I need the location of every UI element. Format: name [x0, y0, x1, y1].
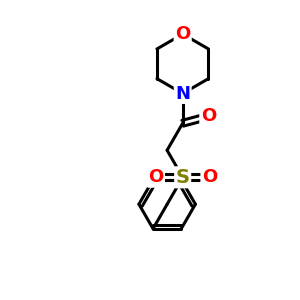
Text: O: O	[201, 107, 216, 125]
Text: S: S	[176, 168, 190, 187]
Text: O: O	[148, 168, 164, 186]
Text: O: O	[175, 25, 190, 43]
Text: N: N	[175, 85, 190, 103]
Text: O: O	[202, 168, 217, 186]
